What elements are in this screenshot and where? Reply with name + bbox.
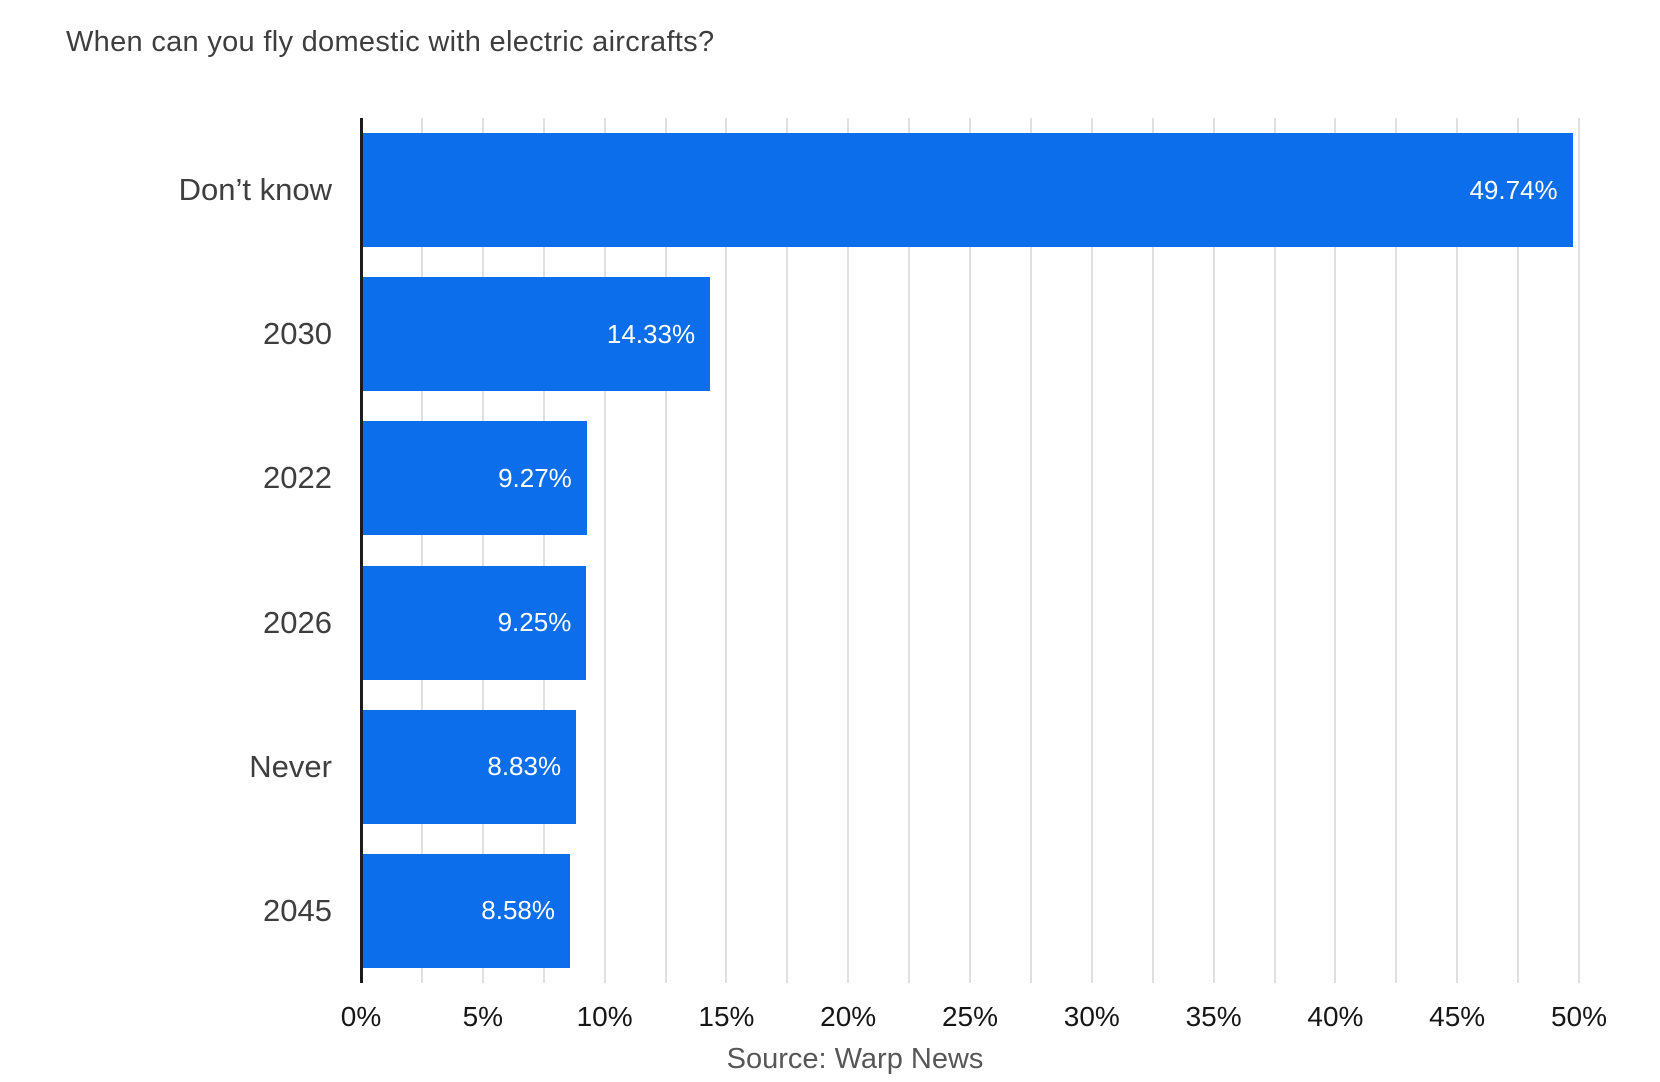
gridline [481, 118, 484, 983]
category-label: 2030 [263, 316, 332, 352]
category-label-row: 2026 [0, 551, 332, 695]
x-tick-label: 35% [1185, 1001, 1242, 1032]
category-label: 2022 [263, 460, 332, 496]
gridline [1334, 118, 1337, 983]
bar-value-label: 9.27% [498, 462, 572, 493]
x-tick-label: 20% [820, 1001, 877, 1032]
x-tick-label: 15% [698, 1001, 755, 1032]
bar-row: 8.58% [361, 839, 1579, 983]
bar: 9.27% [361, 421, 587, 536]
category-label-row: 2030 [0, 262, 332, 406]
gridline [725, 118, 728, 983]
gridline [1090, 118, 1093, 983]
gridline [1151, 118, 1154, 983]
x-tick-label: 0% [340, 1001, 382, 1032]
chart-title: When can you fly domestic with electric … [66, 26, 715, 58]
gridline [420, 118, 423, 983]
gridline [1517, 118, 1520, 983]
bar-row: 49.74% [361, 118, 1579, 262]
category-label-row: Never [0, 695, 332, 839]
gridline [969, 118, 971, 983]
bars-container: 49.74% 14.33% 9.27% 9.25% 8.83% 8.58% [361, 118, 1579, 983]
gridline [603, 118, 606, 983]
bar-value-label: 14.33% [606, 318, 696, 349]
category-label: Never [249, 748, 332, 784]
bar: 9.25% [361, 565, 587, 680]
gridline [1212, 118, 1215, 983]
category-axis: Don’t know 2030 2022 2026 Never 2045 [0, 118, 332, 983]
bar: 8.83% [361, 709, 577, 824]
bar-row: 9.25% [361, 551, 1579, 695]
x-tick-label: 10% [576, 1001, 633, 1032]
gridline [1029, 118, 1032, 983]
gridline [1273, 118, 1276, 983]
gridline [847, 118, 850, 983]
gridline [1395, 118, 1398, 983]
category-label: 2045 [263, 892, 332, 928]
x-axis: 0% 5% 10% 15% 20% 25% 30% 35% 40% 45% 50% [341, 1001, 1607, 1037]
category-label: 2026 [263, 604, 332, 640]
bar: 8.58% [361, 853, 570, 968]
x-tick-label: 45% [1429, 1001, 1486, 1032]
gridline [1578, 118, 1580, 983]
gridline [908, 118, 911, 983]
gridline [542, 118, 545, 983]
bar-value-label: 9.25% [497, 607, 572, 638]
category-label-row: Don’t know [0, 118, 332, 262]
gridline [786, 118, 789, 983]
category-label: Don’t know [178, 172, 332, 208]
bar-value-label: 8.83% [487, 751, 562, 782]
category-label-row: 2022 [0, 406, 332, 550]
x-tick-label: 5% [462, 1001, 504, 1032]
x-tick-label: 50% [1550, 1001, 1608, 1032]
bar-value-label: 49.74% [1469, 174, 1558, 205]
bar-row: 9.27% [361, 406, 1579, 550]
y-axis-line [360, 118, 363, 983]
bar-row: 8.83% [361, 695, 1579, 839]
x-tick-label: 25% [941, 1001, 999, 1032]
x-tick-label: 40% [1307, 1001, 1364, 1032]
gridline [664, 118, 667, 983]
source-caption: Source: Warp News [726, 1043, 984, 1075]
bar: 49.74% [361, 133, 1573, 248]
gridline [1456, 118, 1459, 983]
bar: 14.33% [361, 277, 711, 392]
category-label-row: 2045 [0, 839, 332, 983]
bar-value-label: 8.58% [481, 895, 555, 926]
bar-row: 14.33% [361, 262, 1579, 406]
x-tick-label: 30% [1063, 1001, 1120, 1032]
plot-area: 49.74% 14.33% 9.27% 9.25% 8.83% 8.58% [360, 118, 1580, 983]
